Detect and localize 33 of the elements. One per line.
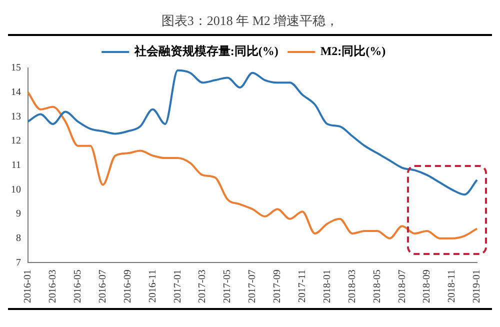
line-series xyxy=(27,69,478,196)
x-tick-label: 2016-09 xyxy=(122,270,134,304)
legend-label: 社会融资规模存量:同比(%) xyxy=(133,44,278,58)
x-tick-label: 2017-09 xyxy=(272,270,284,304)
x-tick-label: 2018-09 xyxy=(422,270,433,304)
x-tick-label: 2018-07 xyxy=(396,270,408,304)
y-tick-label: 8 xyxy=(16,232,21,244)
x-tick-label: 2018-01 xyxy=(322,270,333,304)
y-tick-label: 10 xyxy=(11,184,21,196)
y-tick-label: 15 xyxy=(11,62,21,74)
x-tick-label: 2016-03 xyxy=(48,270,59,304)
x-tick-label: 2016-05 xyxy=(72,270,84,304)
y-tick-label: 9 xyxy=(16,208,21,220)
y-tick-label: 14 xyxy=(11,86,21,98)
line-series xyxy=(27,91,478,240)
x-tick-label: 2017-11 xyxy=(297,270,308,303)
x-tick-label: 2017-07 xyxy=(247,270,258,304)
y-tick-label: 12 xyxy=(11,136,21,147)
x-tick-label: 2018-05 xyxy=(372,270,383,304)
x-tick-label: 2019-01 xyxy=(472,270,483,304)
y-tick-label: 13 xyxy=(11,111,21,122)
chart-title: 图表3：2018 年 M2 增速平稳， xyxy=(8,8,492,36)
legend-label: M2:同比(%) xyxy=(320,44,386,58)
x-tick-label: 2017-03 xyxy=(197,270,208,304)
x-tick-label: 2018-03 xyxy=(346,270,358,304)
x-tick-label: 2017-01 xyxy=(172,270,184,304)
x-tick-label: 2016-07 xyxy=(97,270,108,304)
y-tick-label: 11 xyxy=(11,160,21,171)
y-tick-label: 7 xyxy=(16,257,21,268)
x-tick-label: 2016-01 xyxy=(22,270,34,304)
x-tick-label: 2017-05 xyxy=(222,270,234,304)
x-tick-label: 2016-11 xyxy=(147,270,158,303)
x-tick-label: 2018-11 xyxy=(446,270,458,303)
